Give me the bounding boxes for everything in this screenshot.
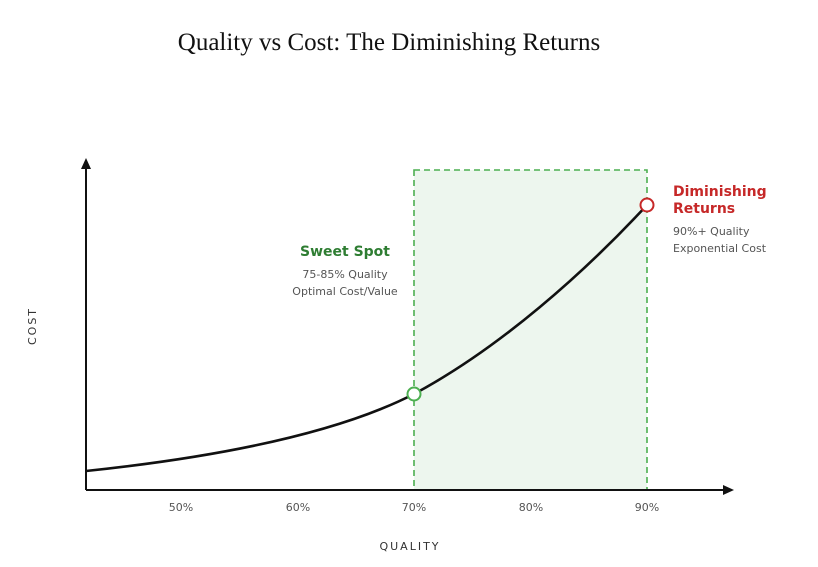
diminishing-note: 90%+ Quality xyxy=(673,225,750,238)
y-axis-label: COST xyxy=(26,307,39,345)
x-tick-label: 80% xyxy=(519,501,543,514)
x-tick-label: 90% xyxy=(635,501,659,514)
sweet-spot-note: 75-85% Quality xyxy=(302,268,388,281)
x-axis-label: QUALITY xyxy=(379,540,440,553)
sweet-spot-note: Optimal Cost/Value xyxy=(292,285,398,298)
sweet-spot-title: Sweet Spot xyxy=(300,244,390,260)
x-arrow xyxy=(723,485,734,495)
y-arrow xyxy=(81,158,91,169)
x-tick-label: 60% xyxy=(286,501,310,514)
x-tick-label: 70% xyxy=(402,501,426,514)
diminishing-point xyxy=(639,197,655,213)
title: Quality vs Cost: The Diminishing Returns xyxy=(178,29,600,56)
diminishing-note: Exponential Cost xyxy=(673,242,767,255)
x-tick-label: 50% xyxy=(169,501,193,514)
sweet-spot-point xyxy=(406,386,422,402)
axes xyxy=(81,158,734,495)
diminishing-title: Returns xyxy=(673,201,735,217)
diminishing-title: Diminishing xyxy=(673,184,767,200)
sweet-spot-zone xyxy=(413,169,648,491)
